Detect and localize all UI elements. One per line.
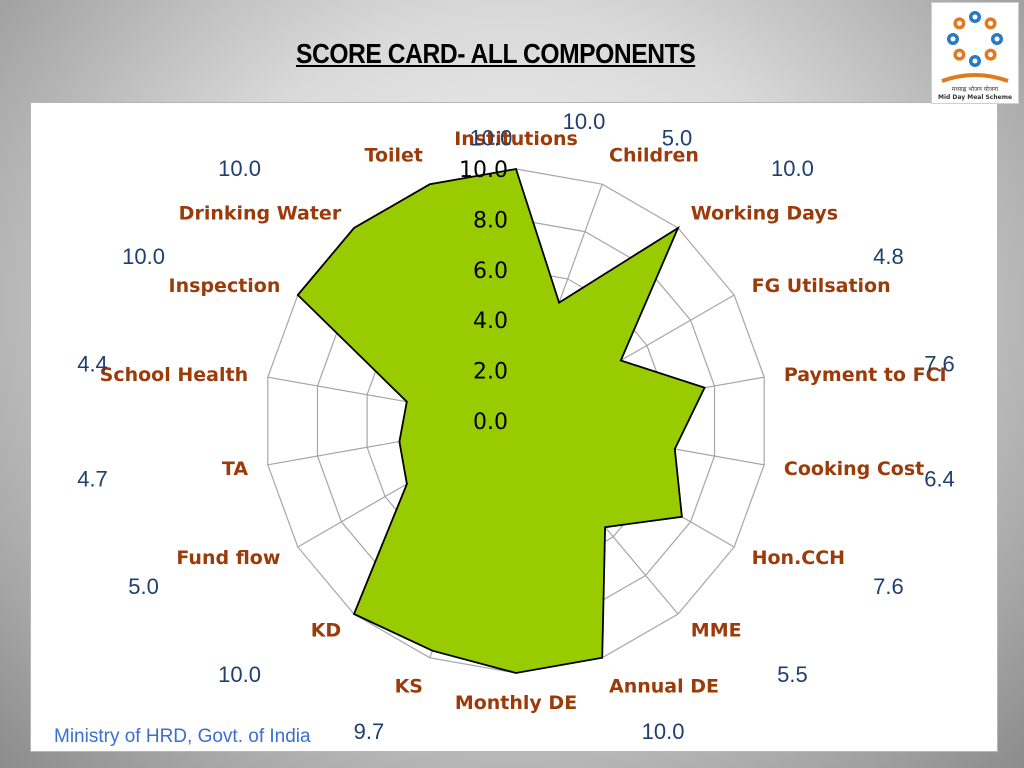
data-point <box>677 227 679 229</box>
value-label: 9.7 <box>354 719 385 744</box>
category-label: Annual DE <box>609 676 719 698</box>
tick-label: 0.0 <box>473 410 508 435</box>
footer-text: Ministry of HRD, Govt. of India <box>54 726 311 747</box>
mdm-logo-emblem-icon: मध्याह्न भोजन योजना Mid Day Meal Scheme <box>938 11 1012 101</box>
value-label: 10.0 <box>642 719 685 744</box>
value-label: 7.6 <box>873 574 904 599</box>
category-label: Toilet <box>365 144 423 166</box>
value-label: 10.0 <box>771 156 814 181</box>
value-label: 10.0 <box>122 244 165 269</box>
category-label: Institutions <box>454 128 578 150</box>
tick-label: 10.0 <box>459 158 508 183</box>
value-labels: 10.0 5.0 10.0 4.8 7.6 6.4 7.6 5.5 10.0 9.7 10.0 5.0… <box>77 109 955 744</box>
category-label: TA <box>222 458 248 480</box>
chart-panel: 0.0 2.0 4.0 6.0 8.0 10.0 Institutions Children… <box>30 102 998 752</box>
data-point <box>353 613 355 615</box>
category-label: School Health <box>100 364 248 386</box>
tick-label: 4.0 <box>473 309 508 334</box>
category-label: Inspection <box>169 275 281 297</box>
logo-text-hindi: मध्याह्न भोजन योजना <box>952 85 999 93</box>
value-label: 4.8 <box>873 244 904 269</box>
data-point <box>558 301 560 304</box>
data-point <box>620 359 622 362</box>
category-label: Fund flow <box>176 547 280 569</box>
value-label: 4.4 <box>77 352 108 377</box>
data-point <box>406 483 408 485</box>
data-point <box>353 227 355 229</box>
logo-text-english: Mid Day Meal Scheme <box>938 94 1012 101</box>
category-label: Working Days <box>691 203 838 225</box>
data-point <box>406 400 408 403</box>
value-label: 5.0 <box>662 125 693 150</box>
mdm-logo: मध्याह्न भोजन योजना Mid Day Meal Scheme <box>931 2 1019 104</box>
value-label: 10.0 <box>563 109 606 134</box>
data-point <box>398 440 401 443</box>
category-label: MME <box>691 619 742 641</box>
value-label: 10.0 <box>218 662 261 687</box>
data-point <box>429 183 431 185</box>
tick-label: 8.0 <box>473 208 508 233</box>
category-label: Hon.CCH <box>752 547 846 569</box>
value-label: 10.0 <box>470 125 513 150</box>
category-label: KS <box>395 676 423 698</box>
value-label: 7.6 <box>924 352 955 377</box>
category-label: Cooking Cost <box>784 458 924 480</box>
category-label: Children <box>609 144 699 166</box>
radial-ticks: 0.0 2.0 4.0 6.0 8.0 10.0 <box>459 158 508 435</box>
data-point <box>681 516 683 518</box>
data-point <box>431 649 434 652</box>
category-label: FG Utilsation <box>752 275 891 297</box>
category-label: Drinking Water <box>179 203 342 225</box>
value-label: 5.0 <box>128 574 159 599</box>
tick-label: 2.0 <box>473 360 508 385</box>
value-label: 5.5 <box>777 662 808 687</box>
data-point <box>515 672 517 674</box>
value-label: 6.4 <box>924 466 955 491</box>
category-label: Payment to FCI <box>784 364 947 386</box>
value-label: 4.7 <box>77 466 108 491</box>
radar-chart: 0.0 2.0 4.0 6.0 8.0 10.0 Institutions Children… <box>77 109 955 744</box>
data-point <box>601 657 603 659</box>
category-labels: Institutions Children Working Days FG Utils… <box>100 128 947 714</box>
slide-title: SCORE CARD- ALL COMPONENTS <box>295 38 696 69</box>
category-label: KD <box>311 619 342 641</box>
data-point <box>515 168 517 170</box>
data-point <box>674 448 676 450</box>
radar-series <box>296 167 706 674</box>
data-point <box>703 386 706 389</box>
value-label: 10.0 <box>218 156 261 181</box>
category-label: Monthly DE <box>455 692 577 714</box>
data-point <box>604 526 606 528</box>
data-point <box>297 294 299 296</box>
tick-label: 6.0 <box>473 259 508 284</box>
